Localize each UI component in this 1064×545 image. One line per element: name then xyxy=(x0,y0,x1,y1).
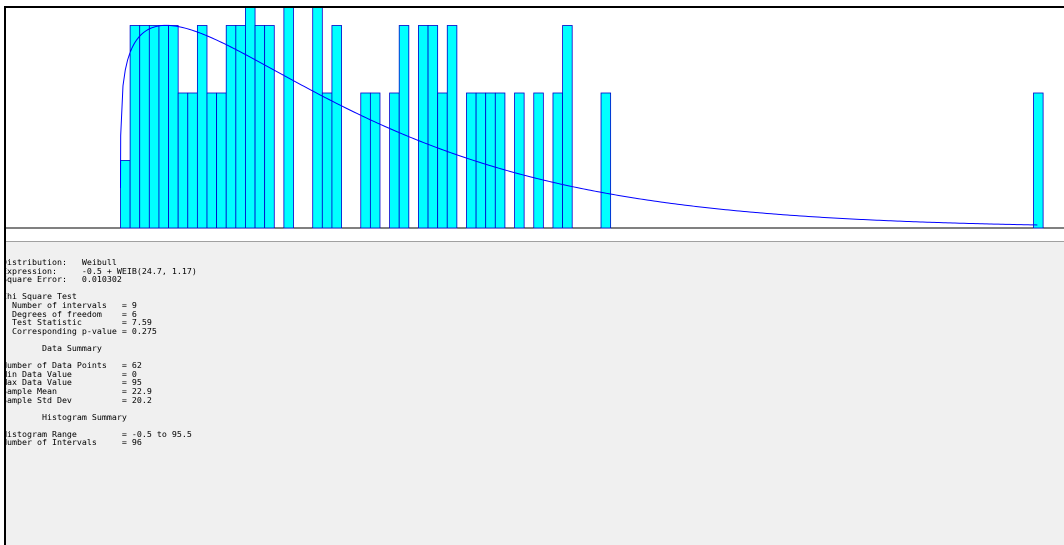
report-line: Degrees of freedom = 6 xyxy=(6,308,137,319)
report-line: Number of intervals = 9 xyxy=(6,299,137,310)
histogram-bar xyxy=(389,92,400,229)
report-line: Histogram Range = -0.5 to 95.5 xyxy=(6,428,192,439)
histogram-bar xyxy=(177,92,189,229)
histogram-bar xyxy=(283,8,294,229)
histogram-bar xyxy=(600,92,612,229)
histogram-svg xyxy=(6,8,1064,229)
histogram-bar xyxy=(254,25,266,229)
histogram-bar xyxy=(196,25,208,229)
histogram-plot xyxy=(6,8,1064,241)
panel-divider xyxy=(6,241,1064,242)
histogram-bar xyxy=(533,92,544,229)
histogram-bar xyxy=(321,92,333,229)
histogram-bar xyxy=(168,25,179,229)
report-line: Max Data Value = 95 xyxy=(6,377,142,388)
histogram-bar xyxy=(475,92,487,229)
histogram-bar xyxy=(398,25,410,229)
report-line: Sample Mean = 22.9 xyxy=(6,385,152,396)
report-line: Chi Square Test xyxy=(6,291,77,302)
histogram-bar xyxy=(312,8,323,229)
report-line: Distribution: Weibull xyxy=(6,257,117,267)
report-line: Square Error: 0.010302 xyxy=(6,274,122,285)
histogram-bar xyxy=(187,92,198,229)
histogram-bar xyxy=(245,8,256,229)
histogram-bar xyxy=(485,92,496,229)
report-line: Corresponding p-value = 0.275 xyxy=(6,325,157,336)
histogram-bar xyxy=(129,25,141,229)
histogram-bar xyxy=(225,25,237,229)
histogram-bar xyxy=(494,92,506,229)
histogram-bar xyxy=(235,25,246,229)
fit-report-panel: Distribution: Weibull Expression: -0.5 + … xyxy=(6,242,1064,545)
histogram-bar xyxy=(1033,92,1044,229)
histogram-bar xyxy=(437,92,448,229)
histogram-bar xyxy=(216,92,227,229)
histogram-bar xyxy=(446,25,458,229)
histogram-bar xyxy=(369,92,381,229)
report-line: Test Statistic = 7.59 xyxy=(6,317,152,328)
histogram-bar xyxy=(514,92,525,229)
report-line: Data Summary xyxy=(6,342,102,353)
histogram-bar xyxy=(562,25,573,229)
fitted-weibull-curve xyxy=(120,24,1038,226)
report-line: Expression: -0.5 + WEIB(24.7, 1.17) xyxy=(6,265,197,276)
report-line: Number of Intervals = 96 xyxy=(6,437,142,448)
histogram-bar xyxy=(139,25,150,229)
histogram-bar xyxy=(427,25,439,229)
histogram-bar xyxy=(552,92,563,229)
histogram-bar xyxy=(331,25,342,229)
histogram-bar xyxy=(206,92,218,229)
histogram-bar xyxy=(120,160,131,229)
histogram-bar xyxy=(264,25,275,229)
report-line: Histogram Summary xyxy=(6,411,127,422)
chart-window: Distribution: Weibull Expression: -0.5 + … xyxy=(4,6,1064,545)
histogram-bar xyxy=(360,92,371,229)
fit-report-text: Distribution: Weibull Expression: -0.5 + … xyxy=(6,258,197,447)
histogram-bar xyxy=(148,25,160,229)
histogram-bar xyxy=(158,25,169,229)
report-line: Number of Data Points = 62 xyxy=(6,360,142,371)
histogram-bar xyxy=(418,25,429,229)
report-line: Sample Std Dev = 20.2 xyxy=(6,394,152,405)
report-line: Min Data Value = 0 xyxy=(6,368,137,379)
